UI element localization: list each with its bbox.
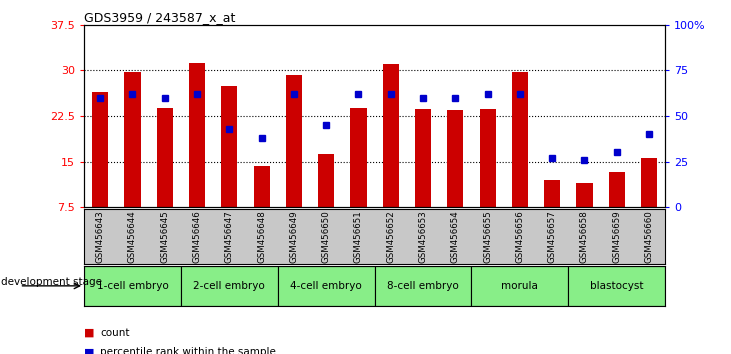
Text: 8-cell embryo: 8-cell embryo (387, 281, 459, 291)
Bar (189, 63, 205, 207)
Text: 4-cell embryo: 4-cell embryo (290, 281, 362, 291)
Bar (480, 109, 496, 207)
Text: GDS3959 / 243587_x_at: GDS3959 / 243587_x_at (84, 11, 235, 24)
Text: GSM456650: GSM456650 (322, 211, 330, 263)
Text: GSM456651: GSM456651 (354, 211, 363, 263)
Bar (84, 266, 181, 306)
Bar (124, 72, 140, 207)
Bar (609, 172, 625, 207)
Bar (415, 109, 431, 207)
Text: GSM456645: GSM456645 (160, 211, 170, 263)
Bar (318, 154, 334, 207)
Text: blastocyst: blastocyst (590, 281, 643, 291)
Bar (577, 183, 593, 207)
Bar (181, 266, 278, 306)
Bar (350, 108, 366, 207)
Bar (286, 75, 302, 207)
Bar (254, 166, 270, 207)
Bar (278, 266, 374, 306)
Text: GSM456644: GSM456644 (128, 211, 137, 263)
Text: 1-cell embryo: 1-cell embryo (96, 281, 168, 291)
Text: GSM456648: GSM456648 (257, 211, 266, 263)
Text: GSM456655: GSM456655 (483, 211, 492, 263)
Text: GSM456649: GSM456649 (289, 211, 298, 263)
Text: GSM456646: GSM456646 (192, 211, 202, 263)
Text: GSM456643: GSM456643 (96, 211, 105, 263)
Text: GSM456653: GSM456653 (419, 211, 428, 263)
Bar (512, 72, 528, 207)
Text: GSM456658: GSM456658 (580, 211, 589, 263)
Bar (221, 86, 238, 207)
Text: percentile rank within the sample: percentile rank within the sample (100, 347, 276, 354)
Bar (156, 108, 173, 207)
Text: morula: morula (501, 281, 538, 291)
Bar (471, 266, 569, 306)
Bar (374, 266, 471, 306)
Text: development stage: development stage (1, 277, 102, 287)
Text: GSM456652: GSM456652 (386, 211, 395, 263)
Text: GSM456654: GSM456654 (451, 211, 460, 263)
Text: GSM456647: GSM456647 (225, 211, 234, 263)
Text: ■: ■ (84, 347, 94, 354)
Text: 2-cell embryo: 2-cell embryo (194, 281, 265, 291)
Bar (569, 266, 665, 306)
Text: GSM456660: GSM456660 (645, 211, 654, 263)
Bar (641, 159, 657, 207)
Text: GSM456659: GSM456659 (613, 211, 621, 263)
Text: GSM456656: GSM456656 (515, 211, 524, 263)
Bar (92, 92, 108, 207)
Bar (544, 180, 560, 207)
Text: ■: ■ (84, 328, 94, 338)
Bar (447, 110, 463, 207)
Text: count: count (100, 328, 129, 338)
Bar (383, 64, 399, 207)
Text: GSM456657: GSM456657 (548, 211, 557, 263)
